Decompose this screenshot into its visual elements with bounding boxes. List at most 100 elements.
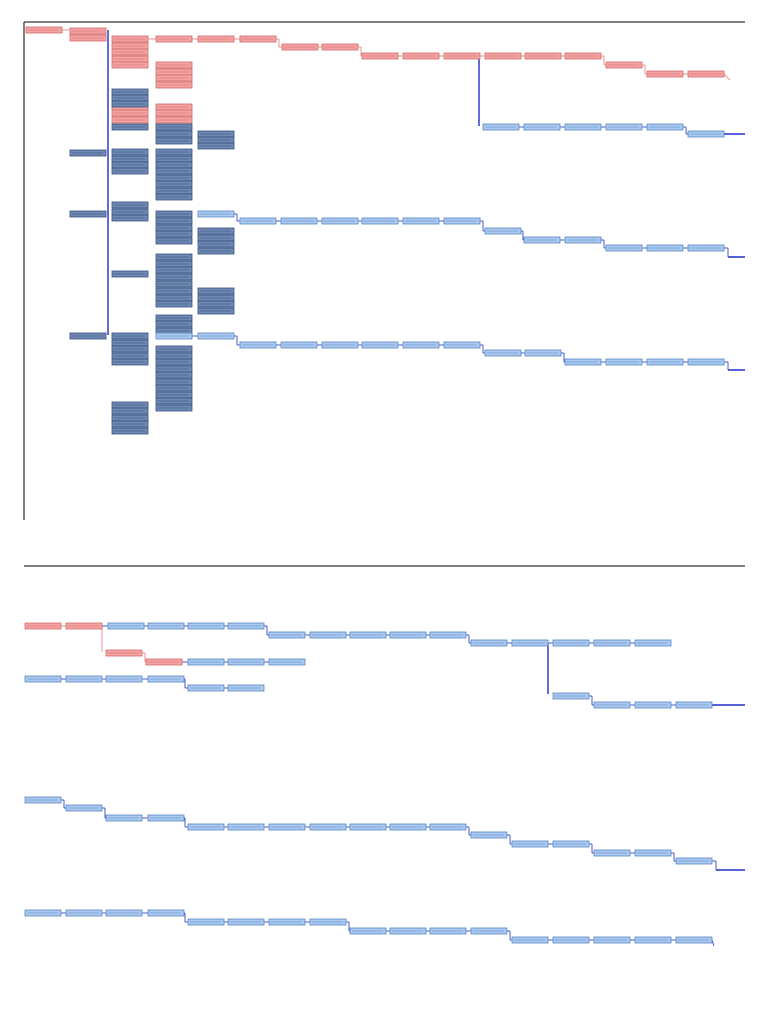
task-box-129[interactable] (361, 341, 399, 349)
task-box-146[interactable] (349, 631, 387, 639)
task-box-37[interactable] (687, 130, 725, 138)
task-box-87[interactable] (155, 314, 193, 322)
task-box-63[interactable] (111, 208, 149, 216)
task-box-62[interactable] (111, 201, 149, 209)
task-box-169[interactable] (24, 796, 62, 804)
task-box-33[interactable] (523, 123, 561, 131)
task-box-182[interactable] (552, 840, 590, 848)
task-box-81[interactable] (155, 294, 193, 302)
task-box-123[interactable] (687, 244, 725, 252)
task-box-45[interactable] (197, 130, 235, 138)
task-box-34[interactable] (564, 123, 602, 131)
task-box-46[interactable] (197, 136, 235, 144)
task-box-2[interactable] (69, 34, 107, 42)
task-box-52[interactable] (111, 167, 149, 175)
task-box-97[interactable] (155, 352, 193, 360)
task-box-111[interactable] (197, 210, 235, 218)
task-box-36[interactable] (646, 123, 684, 131)
task-box-113[interactable] (280, 217, 318, 225)
task-box-85[interactable] (197, 300, 235, 308)
task-box-41[interactable] (111, 123, 149, 131)
task-box-121[interactable] (605, 244, 643, 252)
task-box-61[interactable] (69, 210, 107, 218)
task-box-103[interactable] (155, 391, 193, 399)
task-box-184[interactable] (634, 849, 672, 857)
task-box-93[interactable] (111, 345, 149, 353)
task-box-177[interactable] (349, 823, 387, 831)
task-box-95[interactable] (111, 358, 149, 366)
task-box-55[interactable] (155, 161, 193, 169)
task-box-11[interactable] (484, 52, 522, 60)
task-box-119[interactable] (523, 236, 561, 244)
task-box-199[interactable] (552, 936, 590, 944)
task-box-164[interactable] (65, 675, 103, 683)
task-box-172[interactable] (147, 814, 185, 822)
task-box-107[interactable] (111, 407, 149, 415)
task-box-84[interactable] (197, 294, 235, 302)
task-box-188[interactable] (105, 909, 143, 917)
task-box-168[interactable] (227, 684, 265, 692)
task-box-142[interactable] (187, 622, 225, 630)
task-box-178[interactable] (389, 823, 427, 831)
task-box-141[interactable] (147, 622, 185, 630)
task-box-126[interactable] (239, 341, 277, 349)
task-box-20[interactable] (111, 55, 149, 63)
task-box-186[interactable] (24, 909, 62, 917)
task-box-49[interactable] (111, 148, 149, 156)
task-box-100[interactable] (155, 371, 193, 379)
task-box-183[interactable] (593, 849, 631, 857)
task-box-1[interactable] (69, 27, 107, 35)
task-box-175[interactable] (268, 823, 306, 831)
task-box-122[interactable] (646, 244, 684, 252)
task-box-91[interactable] (111, 332, 149, 340)
task-box-32[interactable] (482, 123, 520, 131)
task-box-187[interactable] (65, 909, 103, 917)
task-box-21[interactable] (111, 61, 149, 69)
task-box-130[interactable] (402, 341, 440, 349)
task-box-173[interactable] (187, 823, 225, 831)
task-box-22[interactable] (155, 61, 193, 69)
task-box-115[interactable] (361, 217, 399, 225)
task-box-153[interactable] (634, 639, 672, 647)
task-box-47[interactable] (197, 142, 235, 150)
task-box-19[interactable] (111, 48, 149, 56)
task-box-31[interactable] (155, 116, 193, 124)
task-box-176[interactable] (309, 823, 347, 831)
task-box-92[interactable] (111, 339, 149, 347)
task-box-112[interactable] (239, 217, 277, 225)
task-box-57[interactable] (155, 174, 193, 182)
task-box-90[interactable] (69, 332, 107, 340)
task-box-148[interactable] (429, 631, 467, 639)
task-box-185[interactable] (675, 857, 713, 865)
task-box-83[interactable] (197, 287, 235, 295)
task-box-138[interactable] (24, 622, 62, 630)
task-box-105[interactable] (155, 404, 193, 412)
task-box-44[interactable] (155, 137, 193, 145)
task-box-53[interactable] (155, 148, 193, 156)
task-box-51[interactable] (111, 161, 149, 169)
task-box-48[interactable] (69, 149, 107, 157)
task-box-143[interactable] (227, 622, 265, 630)
task-box-114[interactable] (321, 217, 359, 225)
task-box-10[interactable] (443, 52, 481, 60)
task-box-6[interactable] (281, 43, 319, 51)
task-box-39[interactable] (111, 94, 149, 102)
task-box-158[interactable] (105, 649, 143, 657)
task-box-137[interactable] (687, 358, 725, 366)
task-box-174[interactable] (227, 823, 265, 831)
task-box-201[interactable] (634, 936, 672, 944)
task-box-101[interactable] (155, 378, 193, 386)
task-box-99[interactable] (155, 365, 193, 373)
task-box-151[interactable] (552, 639, 590, 647)
task-box-65[interactable] (155, 210, 193, 218)
task-box-162[interactable] (268, 658, 306, 666)
task-box-191[interactable] (227, 918, 265, 926)
task-box-40[interactable] (111, 100, 149, 108)
task-box-18[interactable] (111, 42, 149, 50)
task-box-157[interactable] (675, 701, 713, 709)
task-box-190[interactable] (187, 918, 225, 926)
task-box-71[interactable] (197, 234, 235, 242)
task-box-152[interactable] (593, 639, 631, 647)
task-box-166[interactable] (147, 675, 185, 683)
task-box-28[interactable] (111, 116, 149, 124)
